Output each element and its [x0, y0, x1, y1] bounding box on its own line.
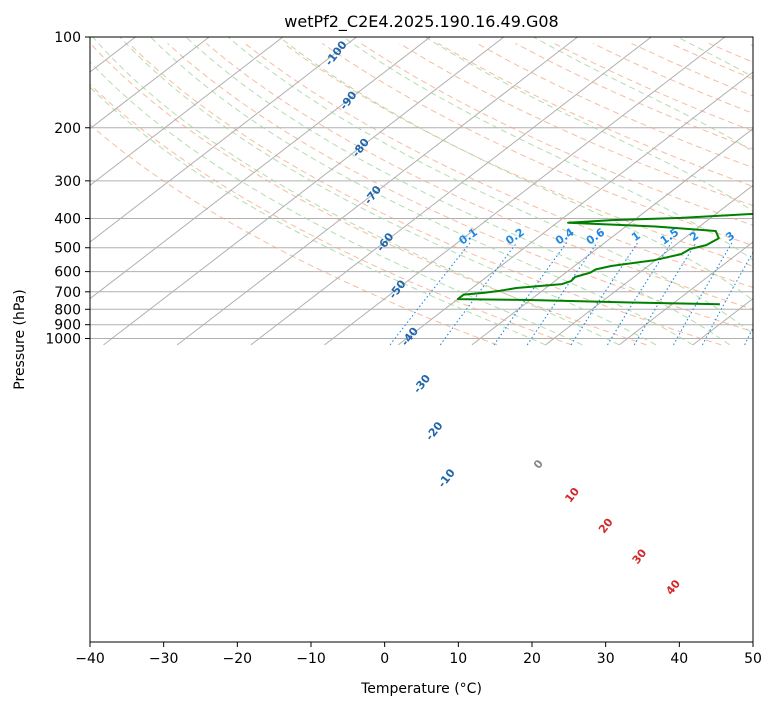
y-tick-label: 500: [54, 241, 81, 257]
mixing-ratio-line: [673, 242, 733, 346]
profile-series: [456, 212, 753, 306]
isotherm-line: [90, 37, 284, 186]
isotherm-line: [176, 37, 578, 346]
mixing-ratio-line: [439, 242, 518, 346]
dry-adiabat-line: [90, 83, 572, 346]
isotherm-line: [471, 128, 753, 346]
moist-adiabat-line: [343, 37, 753, 261]
moist-adiabat-line: [227, 37, 753, 335]
dry-adiabat-line: [321, 42, 753, 247]
y-tick-label: 200: [54, 121, 81, 137]
dry-adiabat-line: [244, 43, 753, 288]
moist-adiabat-line: [90, 86, 546, 346]
y-tick-label: 400: [54, 212, 81, 228]
dry-adiabat-line: [90, 124, 498, 346]
x-tick-label: 40: [670, 651, 688, 667]
x-axis-title: Temperature (°C): [360, 681, 482, 697]
y-tick-label: 600: [54, 265, 81, 281]
isotherm-line: [618, 241, 753, 346]
plot-frame: [89, 36, 754, 643]
y-tick-label: 300: [54, 174, 81, 190]
x-tick-label: −20: [223, 651, 253, 667]
dry-adiabat-line: [399, 42, 753, 207]
moist-adiabat-line: [90, 61, 583, 346]
dewpoint-line: [456, 212, 753, 306]
isotherm-line: [324, 37, 726, 346]
isotherm-line: [90, 37, 210, 130]
isotherm-line: [90, 37, 357, 243]
plot-area: 0.10.20.40.611.52346810131620253036-100-…: [90, 37, 764, 597]
moist-adiabat-line: [185, 37, 731, 346]
isotherm-line: [250, 37, 652, 346]
y-tick-label: 900: [54, 318, 81, 334]
x-tick-label: 0: [380, 651, 389, 667]
dry-adiabat-line: [205, 43, 753, 310]
x-tick-label: −40: [75, 651, 105, 667]
x-tick-label: 20: [523, 651, 541, 667]
mixing-ratio-label: 4: [750, 229, 764, 244]
moist-adiabat-line: [150, 37, 694, 346]
y-tick-label: 800: [54, 302, 81, 318]
y-tick-label: 1000: [45, 332, 81, 348]
axes: −40 −30 −20 −10 0 10 20 30 40 50 100 200 300 400 500 60…: [45, 30, 762, 667]
x-tick-label: −10: [296, 651, 326, 667]
x-tick-label: −30: [149, 651, 179, 667]
isotherm-line: [103, 37, 505, 346]
mixing-ratio-line: [389, 242, 471, 346]
x-tick-label: 30: [597, 651, 615, 667]
chart-title: wetPf2_C2E4.2025.190.16.49.G08: [284, 12, 558, 32]
x-tick-label: 50: [744, 651, 762, 667]
moist-adiabat-line: [119, 37, 657, 346]
y-tick-label: 700: [54, 285, 81, 301]
y-axis-title: Pressure (hPa): [12, 289, 28, 389]
isotherm-line: [545, 184, 753, 346]
isotherm-line: [90, 37, 431, 300]
x-tick-label: 10: [449, 651, 467, 667]
y-tick-label: 100: [54, 30, 81, 46]
dry-adiabat-line: [437, 42, 753, 187]
dry-adiabat-line: [128, 43, 722, 346]
